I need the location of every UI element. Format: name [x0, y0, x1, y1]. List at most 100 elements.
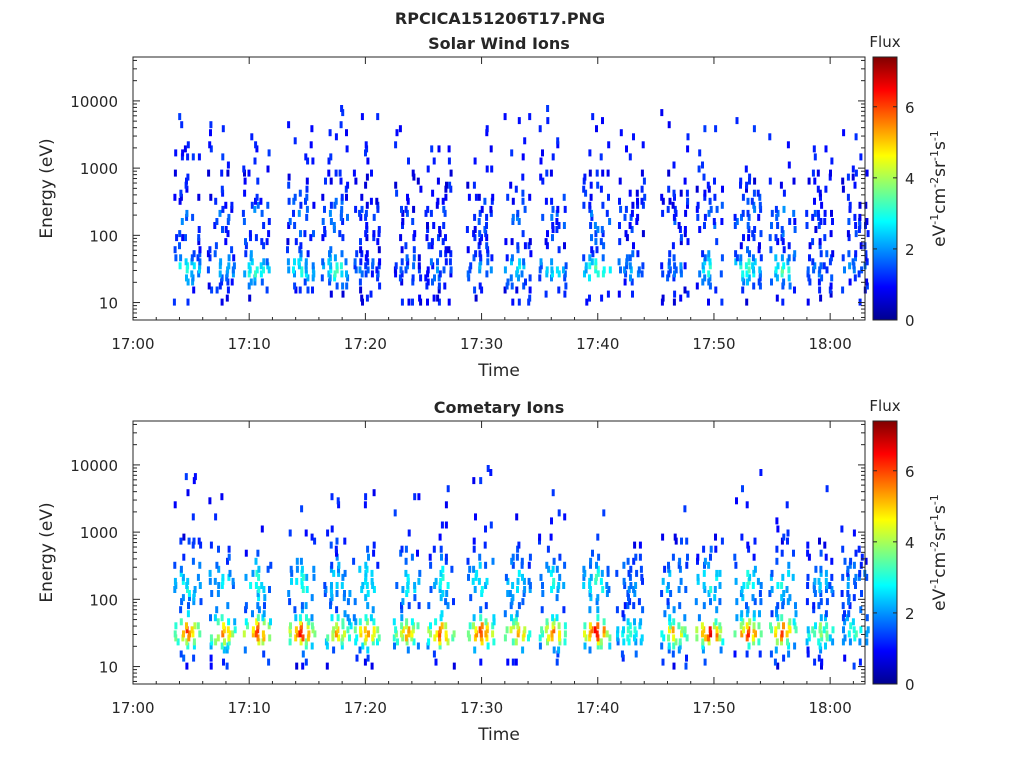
flux-cell — [438, 634, 441, 642]
flux-cell — [523, 586, 527, 593]
flux-cell — [330, 525, 334, 533]
flux-cell — [769, 650, 773, 658]
flux-cell — [583, 173, 587, 181]
flux-cell — [437, 234, 440, 242]
flux-cell — [864, 557, 868, 565]
flux-cell — [854, 250, 858, 258]
flux-cell — [751, 262, 755, 270]
flux-cell — [588, 169, 592, 177]
flux-cell — [628, 598, 632, 606]
flux-cell — [747, 577, 751, 585]
flux-cell — [305, 177, 309, 185]
flux-cell — [538, 266, 542, 274]
flux-cell — [366, 654, 370, 662]
flux-cell — [340, 197, 344, 205]
flux-cell — [217, 565, 221, 573]
flux-cell — [510, 258, 513, 266]
flux-cell — [775, 274, 779, 282]
flux-cell — [599, 642, 603, 650]
flux-cell — [780, 638, 783, 646]
flux-cell — [685, 654, 688, 662]
flux-cell — [429, 622, 432, 630]
flux-cell — [224, 226, 228, 233]
flux-cell — [636, 270, 640, 278]
flux-cell — [521, 573, 524, 581]
flux-cell — [665, 586, 669, 593]
flux-cell — [591, 250, 595, 258]
flux-cell — [359, 258, 363, 266]
flux-cell — [346, 614, 350, 622]
flux-cell — [782, 654, 786, 662]
flux-cell — [748, 573, 752, 581]
flux-cell — [478, 553, 482, 561]
flux-cell — [306, 250, 310, 258]
flux-cell — [221, 573, 225, 581]
flux-cell — [640, 634, 644, 642]
flux-cell — [819, 250, 823, 258]
flux-cell — [332, 226, 336, 233]
flux-cell — [209, 634, 213, 642]
flux-cell — [805, 209, 809, 217]
flux-cell — [641, 230, 645, 238]
flux-cell — [334, 545, 338, 553]
flux-cell — [439, 577, 443, 585]
flux-cell — [371, 634, 375, 642]
flux-cell — [851, 618, 855, 626]
flux-cell — [411, 169, 415, 177]
flux-cell — [627, 569, 631, 577]
flux-cell — [404, 266, 408, 274]
flux-cell — [564, 262, 568, 270]
flux-cell — [825, 598, 829, 606]
flux-cell — [365, 145, 369, 153]
flux-cell — [817, 654, 821, 662]
flux-cell — [268, 586, 271, 593]
flux-cell — [703, 658, 707, 666]
flux-cell — [191, 274, 195, 282]
flux-cell — [175, 234, 179, 242]
flux-cell — [309, 234, 313, 242]
flux-cell — [304, 658, 308, 666]
flux-cell — [595, 561, 598, 569]
flux-cell — [544, 197, 548, 205]
flux-cell — [661, 294, 665, 302]
flux-cell — [781, 266, 784, 274]
flux-cell — [471, 577, 475, 585]
flux-cell — [776, 262, 780, 270]
flux-cell — [715, 626, 719, 634]
flux-cell — [746, 222, 750, 229]
flux-cell — [365, 201, 369, 209]
flux-cell — [370, 577, 374, 585]
flux-cell — [599, 577, 603, 585]
flux-cell — [667, 121, 671, 129]
flux-cell — [364, 209, 368, 217]
flux-cell — [479, 658, 483, 666]
flux-cell — [781, 602, 785, 610]
flux-cell — [814, 226, 818, 233]
flux-cell — [546, 230, 549, 238]
flux-cell — [813, 262, 817, 270]
flux-cell — [331, 634, 335, 642]
flux-cell — [806, 270, 810, 278]
flux-cell — [695, 626, 699, 634]
flux-cell — [187, 590, 191, 597]
flux-cell — [492, 614, 496, 622]
flux-cell — [221, 205, 225, 213]
flux-cell — [426, 298, 429, 306]
flux-cell — [179, 650, 183, 658]
flux-cell — [301, 634, 305, 642]
flux-cell — [371, 258, 375, 266]
flux-cell — [182, 630, 185, 638]
flux-cell — [666, 205, 670, 213]
flux-cell — [359, 630, 363, 638]
flux-cell — [515, 270, 519, 278]
flux-cell — [399, 266, 403, 274]
flux-cell — [359, 238, 362, 246]
flux-cell — [617, 290, 621, 298]
flux-cell — [550, 274, 553, 282]
flux-cell — [557, 286, 561, 294]
flux-cell — [337, 501, 341, 509]
flux-cell — [759, 469, 763, 476]
flux-cell — [438, 638, 442, 646]
flux-cell — [341, 618, 345, 626]
flux-cell — [359, 213, 363, 221]
